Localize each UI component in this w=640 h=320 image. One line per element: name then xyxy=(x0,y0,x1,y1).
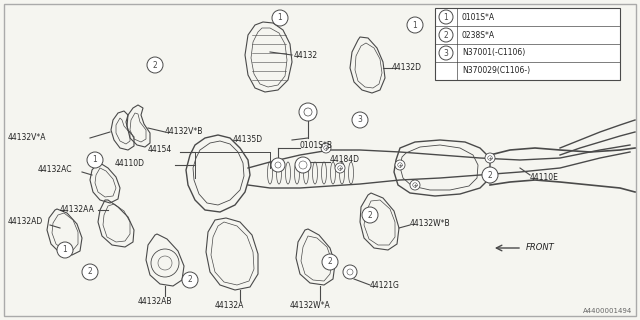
Text: 1: 1 xyxy=(63,245,67,254)
Text: 44132AA: 44132AA xyxy=(60,205,95,214)
Circle shape xyxy=(182,272,198,288)
Circle shape xyxy=(272,10,288,26)
Circle shape xyxy=(271,158,285,172)
Text: 44132W*B: 44132W*B xyxy=(410,219,451,228)
Text: 44132D: 44132D xyxy=(392,63,422,73)
Text: 44184D: 44184D xyxy=(330,156,360,164)
Circle shape xyxy=(322,254,338,270)
Circle shape xyxy=(407,17,423,33)
Text: 44135D: 44135D xyxy=(233,135,263,145)
Text: 0238S*A: 0238S*A xyxy=(462,30,495,39)
Text: 1: 1 xyxy=(444,12,449,21)
Text: 0101S*A: 0101S*A xyxy=(462,12,495,21)
Text: 1: 1 xyxy=(93,156,97,164)
Text: 3: 3 xyxy=(444,49,449,58)
Text: 44132W*A: 44132W*A xyxy=(290,300,331,309)
Text: A4400001494: A4400001494 xyxy=(583,308,632,314)
Text: 44132: 44132 xyxy=(294,51,318,60)
Circle shape xyxy=(395,160,405,170)
Text: 2: 2 xyxy=(444,30,449,39)
Text: 44121G: 44121G xyxy=(370,281,400,290)
Text: 2: 2 xyxy=(152,60,157,69)
Circle shape xyxy=(362,207,378,223)
Text: 44132AD: 44132AD xyxy=(8,218,44,227)
Circle shape xyxy=(482,167,498,183)
Text: 44154: 44154 xyxy=(148,146,172,155)
Text: 44132AC: 44132AC xyxy=(38,165,72,174)
Circle shape xyxy=(295,157,311,173)
Circle shape xyxy=(321,143,331,153)
Text: 44132AB: 44132AB xyxy=(138,298,173,307)
Circle shape xyxy=(335,163,345,173)
Circle shape xyxy=(439,46,453,60)
Text: 1: 1 xyxy=(413,20,417,29)
Circle shape xyxy=(352,112,368,128)
Text: 0101S*B: 0101S*B xyxy=(300,141,333,150)
Text: 44110D: 44110D xyxy=(115,158,145,167)
FancyBboxPatch shape xyxy=(435,8,620,80)
Text: 2: 2 xyxy=(188,276,193,284)
Circle shape xyxy=(485,153,495,163)
Circle shape xyxy=(343,265,357,279)
Text: 2: 2 xyxy=(488,171,492,180)
Circle shape xyxy=(299,103,317,121)
Text: 2: 2 xyxy=(88,268,92,276)
Text: 1: 1 xyxy=(278,13,282,22)
Circle shape xyxy=(439,28,453,42)
Circle shape xyxy=(147,57,163,73)
Text: FRONT: FRONT xyxy=(526,244,555,252)
Circle shape xyxy=(439,10,453,24)
Text: 44110E: 44110E xyxy=(530,173,559,182)
Text: 2: 2 xyxy=(328,258,332,267)
Text: N370029(C1106-): N370029(C1106-) xyxy=(462,67,530,76)
Circle shape xyxy=(485,173,495,183)
Circle shape xyxy=(57,242,73,258)
Text: 44132A: 44132A xyxy=(215,300,244,309)
Text: N37001(-C1106): N37001(-C1106) xyxy=(462,49,525,58)
Circle shape xyxy=(410,180,420,190)
Text: 44132V*A: 44132V*A xyxy=(8,133,47,142)
Circle shape xyxy=(82,264,98,280)
Text: 44132V*B: 44132V*B xyxy=(165,127,204,137)
Text: 3: 3 xyxy=(358,116,362,124)
Circle shape xyxy=(87,152,103,168)
Text: 2: 2 xyxy=(367,211,372,220)
